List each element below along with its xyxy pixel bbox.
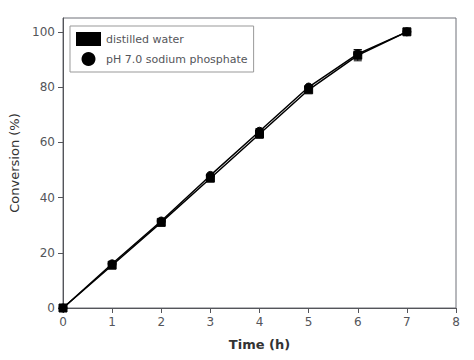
svg-text:20: 20	[40, 246, 55, 260]
svg-text:7: 7	[403, 315, 411, 329]
svg-text:8: 8	[452, 315, 460, 329]
svg-text:distilled water: distilled water	[106, 33, 184, 46]
svg-text:pH 7.0 sodium phosphate: pH 7.0 sodium phosphate	[106, 53, 248, 66]
svg-text:60: 60	[40, 135, 55, 149]
svg-text:1: 1	[108, 315, 116, 329]
svg-text:5: 5	[305, 315, 313, 329]
svg-text:80: 80	[40, 80, 55, 94]
svg-text:3: 3	[207, 315, 215, 329]
svg-text:2: 2	[157, 315, 165, 329]
svg-text:0: 0	[47, 301, 55, 315]
svg-text:0: 0	[59, 315, 67, 329]
svg-text:Conversion (%): Conversion (%)	[7, 113, 22, 213]
svg-text:100: 100	[32, 25, 55, 39]
svg-text:Time (h): Time (h)	[229, 337, 290, 352]
svg-text:40: 40	[40, 191, 55, 205]
svg-text:4: 4	[256, 315, 264, 329]
svg-text:6: 6	[354, 315, 362, 329]
